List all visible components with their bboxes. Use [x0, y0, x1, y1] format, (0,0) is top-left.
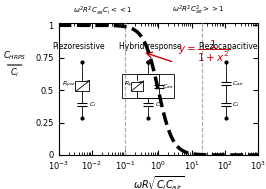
Text: $\omega^2 R^2 C_{air}^2 >> 1$: $\omega^2 R^2 C_{air}^2 >> 1$ — [172, 4, 225, 17]
Text: Piezocapacitive: Piezocapacitive — [198, 42, 258, 51]
Text: Hybrid response: Hybrid response — [119, 42, 182, 51]
Text: $C_{air}$: $C_{air}$ — [162, 82, 174, 91]
Text: $C_{air}$: $C_{air}$ — [232, 79, 244, 88]
X-axis label: $\omega R\sqrt{C_i C_{air}}$: $\omega R\sqrt{C_i C_{air}}$ — [133, 175, 184, 189]
FancyBboxPatch shape — [131, 82, 143, 91]
Text: Piezoresistive: Piezoresistive — [52, 42, 105, 51]
FancyBboxPatch shape — [76, 81, 89, 91]
Text: $C_{HRPS}$: $C_{HRPS}$ — [3, 50, 26, 62]
Text: $\omega^2 R^2 C_{air} C_i << 1$: $\omega^2 R^2 C_{air} C_i << 1$ — [73, 5, 132, 17]
Text: $C_i$: $C_i$ — [10, 67, 19, 79]
Text: $C_i$: $C_i$ — [155, 100, 162, 109]
Text: $y = \dfrac{1}{1+x^2}$: $y = \dfrac{1}{1+x^2}$ — [178, 39, 230, 64]
Text: $C_i$: $C_i$ — [232, 100, 240, 109]
Text: $R_{pez}$: $R_{pez}$ — [61, 80, 76, 90]
Text: $R_{pez}$: $R_{pez}$ — [124, 80, 139, 90]
Text: $C_i$: $C_i$ — [89, 100, 97, 109]
